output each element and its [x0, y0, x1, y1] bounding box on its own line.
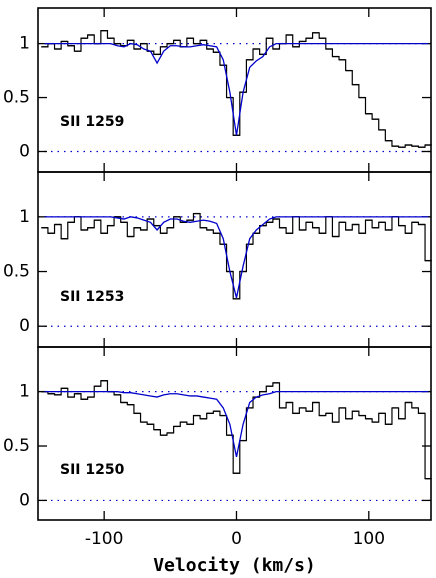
- y-tick-label: 1: [19, 382, 30, 402]
- y-tick-label: 0: [19, 490, 30, 510]
- step-connector: [41, 212, 432, 300]
- model-line: [44, 390, 429, 458]
- x-tick-label: -100: [85, 529, 124, 549]
- y-tick-label: 0.5: [3, 262, 30, 282]
- y-tick-label: 0.5: [3, 88, 30, 108]
- panel-frame: [37, 7, 432, 173]
- x-axis-label: Velocity (km/s): [153, 555, 316, 576]
- panel-label: SII 1259: [60, 114, 124, 130]
- panel-label: SII 1250: [60, 462, 125, 478]
- panel-label: SII 1253: [60, 289, 124, 305]
- panel-frame: [37, 346, 432, 521]
- model-line: [44, 42, 429, 136]
- y-tick-label: 0: [19, 316, 30, 336]
- panel-frame: [37, 171, 432, 348]
- y-tick-label: 1: [19, 34, 30, 54]
- y-tick-label: 0.5: [3, 436, 30, 456]
- x-tick-label: 0: [231, 529, 242, 549]
- y-tick-label: 1: [19, 207, 30, 227]
- y-tick-label: 0: [19, 142, 30, 162]
- x-tick-label: 100: [353, 529, 385, 549]
- model-line: [44, 216, 429, 298]
